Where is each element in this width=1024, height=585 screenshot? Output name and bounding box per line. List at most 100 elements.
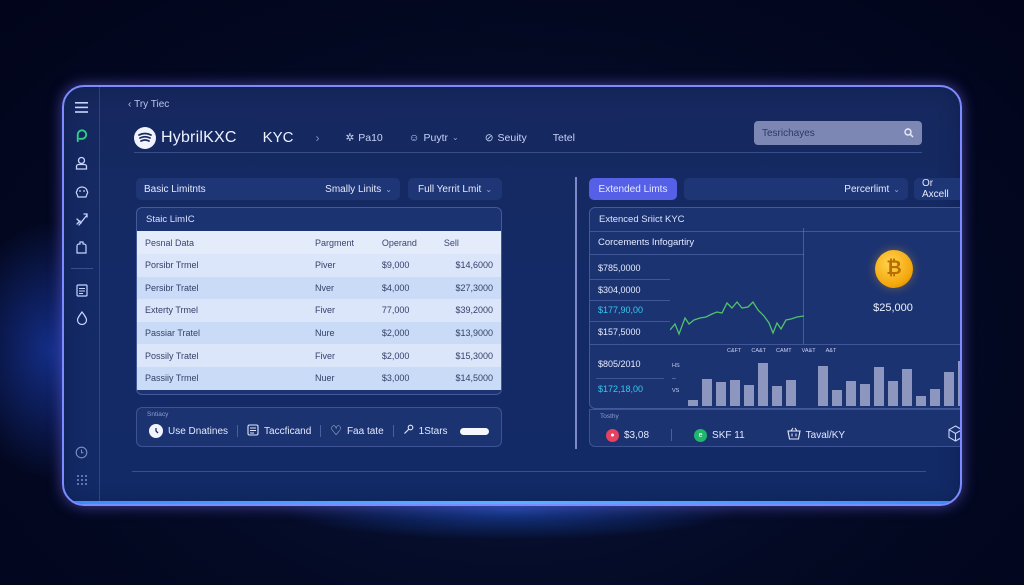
bar-chart-panel: $805/2010 $172,18,00 HS -- VS C&FT CA&T … (590, 345, 960, 408)
chart-title: Corcements Infogartiry (598, 237, 695, 248)
table-row[interactable]: Porsibr Trmel Piver $9,000 $14,6000 (137, 254, 501, 277)
bar[interactable] (716, 382, 726, 406)
extended-kyc-card: Extenced Sriict KYC Corcements Infogarti… (589, 207, 960, 409)
back-link[interactable]: ‹ Try Tiec (128, 99, 169, 110)
bar[interactable] (846, 381, 856, 406)
column-header[interactable]: Pargment (307, 231, 374, 254)
cookie-icon[interactable] (72, 181, 92, 201)
column-header[interactable]: Operand (373, 231, 436, 254)
footer-item-use-dnatines[interactable]: Use Dnatines (149, 424, 228, 438)
bar[interactable] (688, 400, 698, 406)
breadcrumb-chevron-icon: › (315, 130, 320, 145)
brand-name: HybrilKXC (161, 128, 237, 146)
bar[interactable] (916, 396, 926, 406)
cube-icon[interactable] (947, 425, 960, 445)
footer-label: Sntiacy (147, 411, 169, 418)
dropdown-percent-limit[interactable]: Percerlimt ⌄ (684, 178, 908, 200)
column-header[interactable]: Pesnal Data (137, 231, 307, 254)
footer-item-1stars[interactable]: 1Stars (403, 424, 448, 438)
bar[interactable] (902, 369, 912, 406)
dropdown-full-verify-limit[interactable]: Full Yerrit Lmit ⌄ (408, 178, 502, 200)
user-icon[interactable] (72, 153, 92, 173)
nav-item-puytr[interactable]: ☺ Puytr ⌄ (408, 131, 459, 144)
line-chart[interactable] (670, 296, 804, 342)
bar[interactable] (772, 386, 782, 406)
toggle-pill[interactable] (459, 427, 489, 435)
bar[interactable] (786, 380, 796, 406)
menu-icon[interactable] (72, 97, 92, 117)
y-tick-label: $157,5000 (598, 327, 641, 337)
brand-p-icon[interactable] (72, 125, 92, 145)
bar[interactable] (818, 366, 828, 406)
basket-icon (786, 427, 801, 443)
table-row[interactable]: Persibr Tratel Nver $4,000 $27,3000 (137, 276, 501, 300)
clock-icon[interactable] (72, 442, 92, 462)
bar[interactable] (758, 363, 768, 406)
column-header[interactable]: Sell (435, 231, 501, 254)
sidebar-bottom (72, 442, 92, 498)
grid-icon[interactable] (72, 470, 92, 490)
rocket-icon[interactable] (72, 209, 92, 229)
chevron-left-icon: ‹ (128, 99, 135, 110)
bar[interactable] (930, 389, 940, 406)
bar-chart[interactable] (688, 360, 960, 406)
dropdown-smally-limits[interactable]: Smally Linits ⌄ (325, 183, 392, 195)
drop-icon[interactable] (72, 308, 92, 328)
key-icon (403, 424, 414, 438)
bar[interactable] (702, 379, 712, 406)
app-window: ‹ Try Tiec HybrilKXC KYC › ✲ Pa10 ☺ Puytr ⌄… (62, 85, 962, 506)
footer-item-skf[interactable]: e SKF 11 (694, 428, 745, 442)
footer-item-taccficand[interactable]: Taccficand (247, 423, 311, 439)
bar[interactable] (874, 367, 884, 406)
gear-icon: ✲ (345, 131, 355, 144)
line-chart-panel: Corcements Infogartiry $785,0000 $304,00… (590, 228, 804, 344)
footer-item-faa-tate[interactable]: ♡ Faa tate (330, 423, 384, 438)
bag-icon[interactable] (72, 237, 92, 257)
clipboard-icon[interactable] (72, 280, 92, 300)
red-pin-icon: ● (606, 428, 619, 442)
bottom-divider (132, 471, 926, 472)
nav-item-tetel[interactable]: Tetel (552, 131, 575, 144)
tab-extended-limits[interactable]: Extended Limts (589, 178, 677, 200)
card-title: Staic LimIC (146, 214, 195, 225)
table-row[interactable]: Possily Tratel Fiver $2,000 $15,3000 (137, 344, 501, 367)
table-row[interactable]: Exterty Trmel Fiver 77,000 $39,2000 (137, 299, 501, 322)
nav-item-pa10[interactable]: ✲ Pa10 (345, 131, 383, 144)
chevron-down-icon: ⌄ (452, 133, 459, 142)
dropdown-or-axcell[interactable]: Or Axcell⌄ (914, 178, 960, 200)
tab-basic-limits[interactable]: Basic Limitnts Smally Linits ⌄ (136, 178, 400, 200)
link-icon: ⊘ (484, 131, 494, 144)
chevron-down-icon: ⌄ (485, 184, 493, 194)
bar[interactable] (744, 385, 754, 406)
top-navigation: HybrilKXC KYC › ✲ Pa10 ☺ Puytr ⌄ ⊘ Seuity Te… (134, 121, 922, 153)
bar[interactable] (958, 361, 960, 406)
bar[interactable] (860, 384, 870, 406)
bar-value-label: $805/2010 (598, 359, 641, 369)
bar[interactable] (888, 381, 898, 406)
document-icon (247, 423, 259, 439)
bar-axis-label: HS (672, 363, 680, 369)
bar-header-labels: C&FT CA&T CAMT VA&T A&T (727, 348, 837, 354)
search-icon[interactable] (904, 128, 914, 138)
nav-item-security[interactable]: ⊘ Seuity (484, 131, 527, 144)
panel-divider[interactable] (575, 177, 577, 449)
bar-value-label-highlight: $172,18,00 (598, 384, 644, 394)
table-row[interactable]: Passiiy Trmel Nuer $3,000 $14,5000 (137, 366, 501, 390)
bitcoin-coin-icon: ₿ (875, 250, 913, 288)
footer-item-amount[interactable]: ● $3,08 (606, 428, 649, 442)
bar[interactable] (944, 372, 954, 406)
search-box[interactable] (754, 121, 922, 145)
bar-axis-label: -- (672, 376, 676, 382)
section-title: KYC (262, 129, 294, 146)
left-footer-bar: Sntiacy Use Dnatines Taccficand (136, 407, 502, 447)
sidebar (64, 87, 100, 504)
bar[interactable] (832, 390, 842, 406)
right-footer-bar: Tosthy ● $3,08 e SKF 11 Taval/KY (589, 409, 960, 447)
footer-item-travel-kyc[interactable]: Taval/KY (786, 427, 845, 443)
chevron-down-icon: ⌄ (385, 184, 392, 194)
bar[interactable] (730, 380, 740, 406)
table-row[interactable]: Passiar Tratel Nure $2,000 $13,9000 (137, 321, 501, 345)
bar-axis-label: VS (672, 388, 680, 394)
coin-panel: ₿ $25,000 (804, 228, 960, 344)
search-input[interactable] (762, 127, 892, 139)
